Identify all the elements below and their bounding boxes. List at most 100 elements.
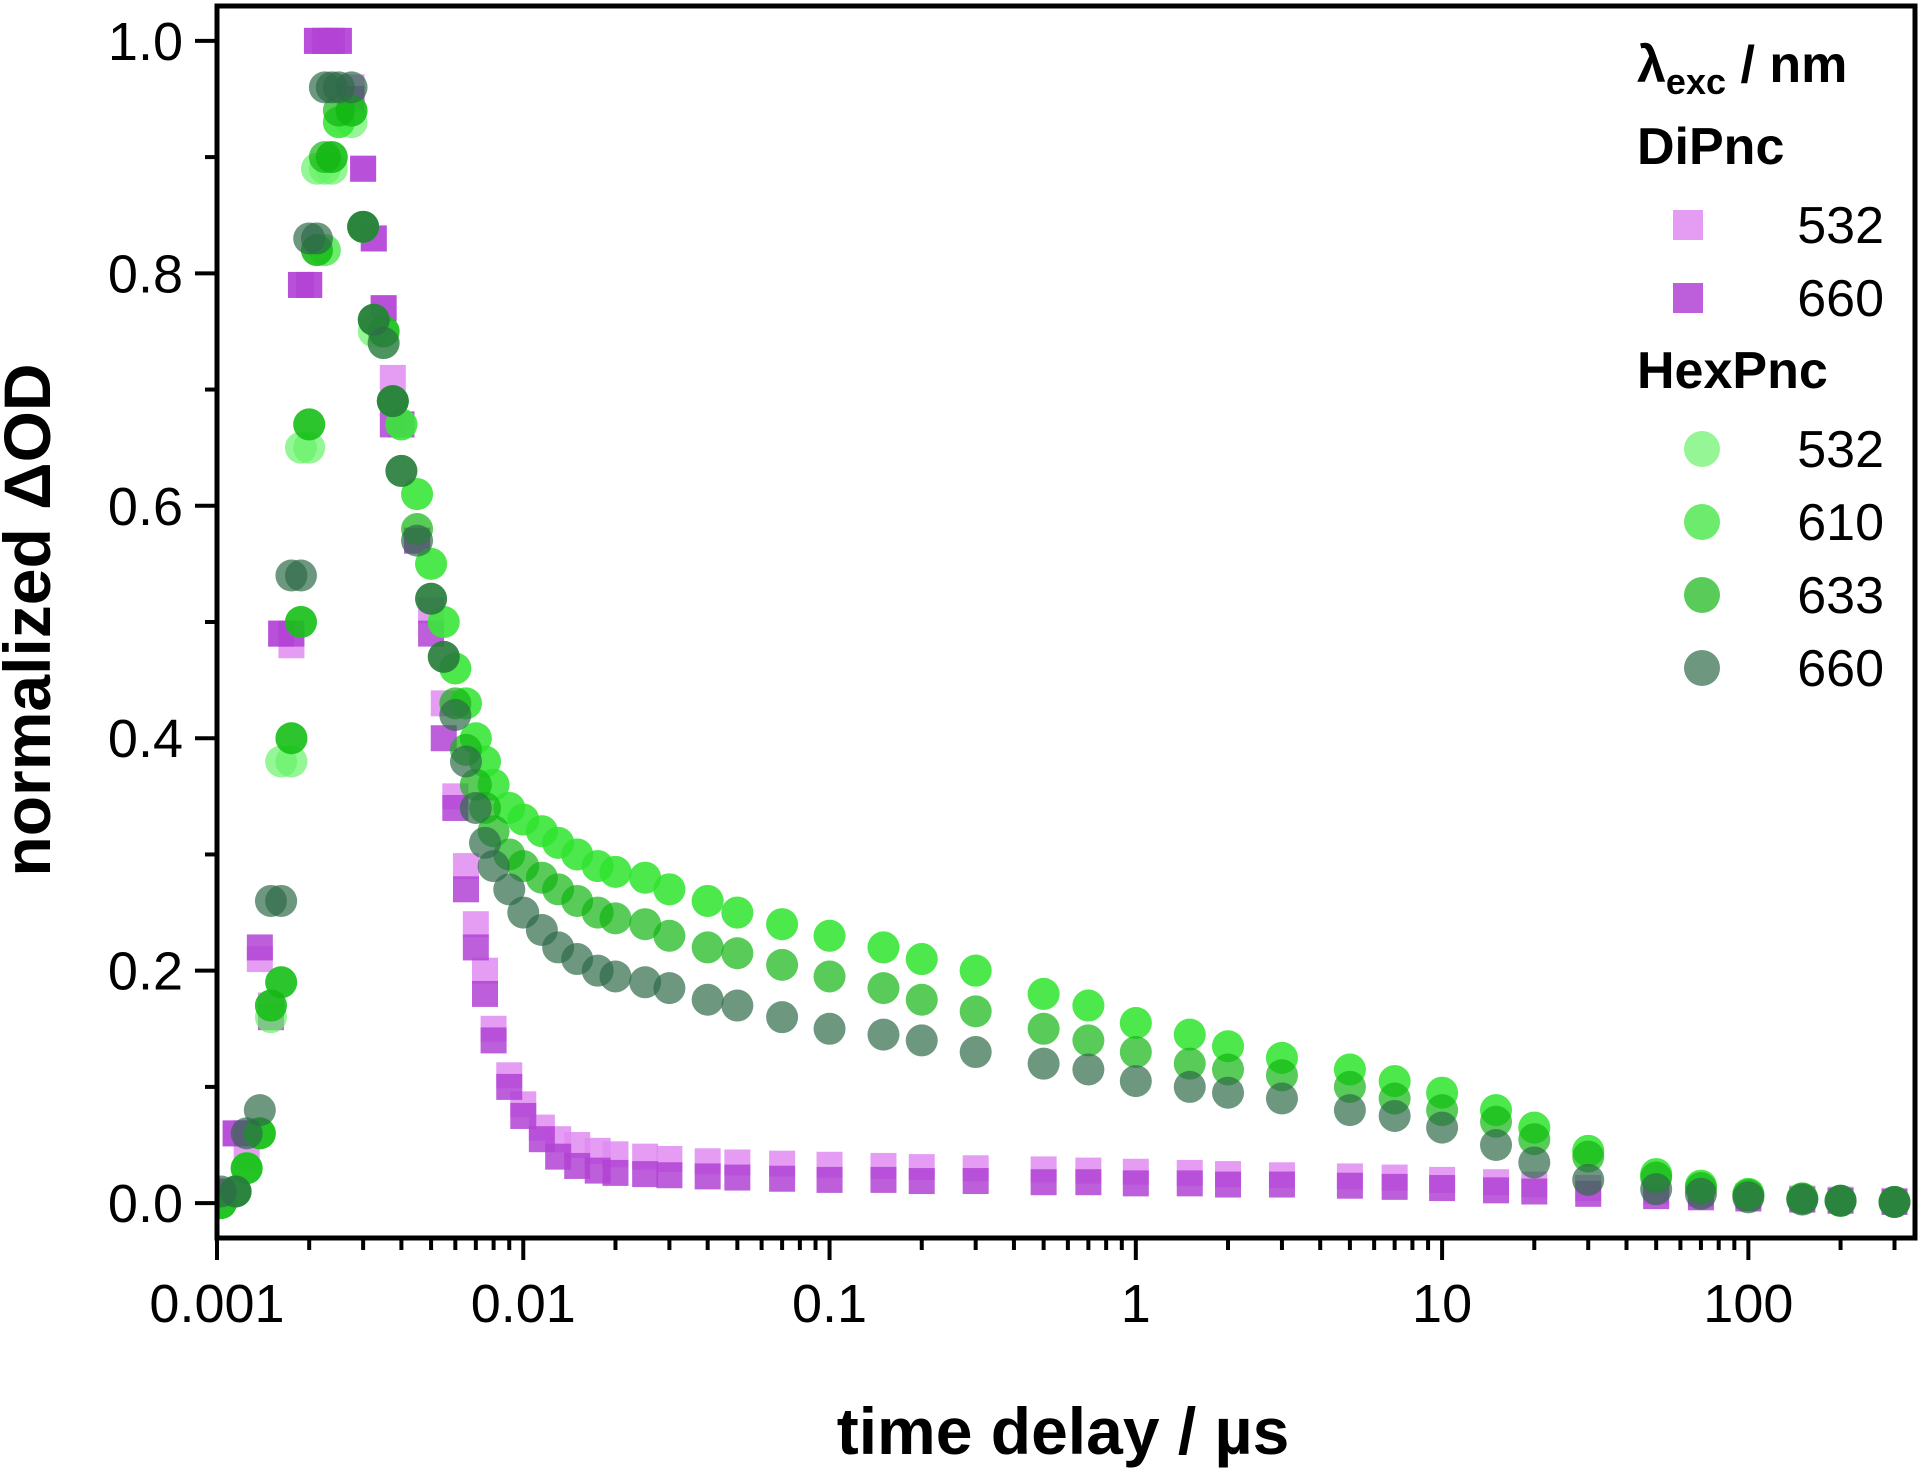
data-point	[1480, 1129, 1513, 1162]
data-point	[1212, 1030, 1245, 1063]
y-tick-label: 0.2	[108, 942, 183, 1002]
data-point	[472, 957, 499, 984]
legend-swatch	[1684, 577, 1720, 613]
data-point	[599, 960, 632, 993]
data-point	[769, 1165, 796, 1192]
data-point	[1122, 1170, 1149, 1197]
series-hexpnc-660	[217, 71, 1911, 1218]
data-point	[401, 478, 434, 511]
data-point	[599, 902, 632, 935]
data-point	[1075, 1169, 1102, 1196]
data-point	[1333, 1094, 1366, 1127]
x-tick-label: 0.1	[792, 1274, 867, 1334]
legend-swatch	[1673, 283, 1703, 313]
series-hexpnc-610	[217, 94, 1911, 1220]
data-point	[1732, 1181, 1765, 1214]
data-point	[230, 1117, 263, 1150]
data-point	[1483, 1177, 1510, 1204]
data-point	[439, 698, 472, 731]
data-point	[510, 1102, 537, 1129]
data-point	[599, 855, 632, 888]
data-point	[427, 640, 460, 673]
data-point	[1336, 1172, 1363, 1199]
data-point	[1212, 1076, 1245, 1109]
data-point	[325, 27, 352, 54]
data-point	[462, 934, 489, 961]
data-point	[1119, 1006, 1152, 1039]
data-point	[1027, 1047, 1060, 1080]
data-point	[959, 954, 992, 987]
legend-label: 532	[1797, 197, 1884, 255]
legend-label: 660	[1797, 270, 1884, 328]
data-point	[415, 582, 448, 615]
data-point	[1786, 1183, 1819, 1216]
data-point	[691, 983, 724, 1016]
legend-label: 660	[1797, 640, 1884, 698]
data-point	[1215, 1171, 1242, 1198]
data-point	[1480, 1105, 1513, 1138]
data-point	[1072, 1053, 1105, 1086]
data-point	[1027, 1012, 1060, 1045]
legend-swatch	[1673, 210, 1703, 240]
data-point	[449, 745, 482, 778]
data-point	[721, 989, 754, 1022]
legend-swatch	[1684, 504, 1720, 540]
data-point	[1684, 1177, 1717, 1210]
data-point	[1212, 1053, 1245, 1086]
data-point	[1381, 1173, 1408, 1200]
data-point	[493, 873, 526, 906]
data-point	[816, 1166, 843, 1193]
data-point	[813, 919, 846, 952]
data-point	[1173, 1047, 1206, 1080]
data-point	[632, 1161, 659, 1188]
data-point	[867, 931, 900, 964]
data-point	[1265, 1082, 1298, 1115]
data-point	[401, 524, 434, 557]
data-point	[691, 931, 724, 964]
data-point	[459, 791, 492, 824]
legend-swatch	[1684, 431, 1720, 467]
data-point	[766, 948, 799, 981]
data-point	[376, 385, 409, 418]
plot-frame	[214, 3, 1918, 1241]
data-point	[653, 919, 686, 952]
data-point	[870, 1166, 897, 1193]
data-point	[496, 1073, 523, 1100]
data-point	[350, 155, 377, 182]
data-point	[691, 884, 724, 917]
x-axis-title: time delay / µs	[837, 1394, 1290, 1468]
data-point	[694, 1163, 721, 1190]
data-point	[1518, 1146, 1551, 1179]
data-point	[265, 884, 298, 917]
data-point	[293, 408, 326, 441]
x-tick-label: 0.01	[471, 1274, 576, 1334]
legend-label: 633	[1797, 567, 1884, 625]
x-tick-label: 100	[1703, 1274, 1793, 1334]
data-point	[275, 745, 308, 778]
data-point	[1824, 1184, 1857, 1217]
y-tick-label: 0.0	[108, 1174, 183, 1234]
data-point	[1429, 1175, 1456, 1202]
data-point	[867, 1018, 900, 1051]
data-point	[219, 1175, 252, 1208]
data-point	[243, 1094, 276, 1127]
data-point	[908, 1168, 935, 1195]
data-point	[629, 966, 662, 999]
data-point	[452, 876, 479, 903]
data-point	[1572, 1163, 1605, 1196]
data-point	[1176, 1170, 1203, 1197]
data-point	[813, 960, 846, 993]
data-point	[1027, 977, 1060, 1010]
data-point	[1268, 1171, 1295, 1198]
data-point	[480, 1027, 507, 1054]
data-point	[1426, 1111, 1459, 1144]
data-point	[347, 210, 380, 243]
data-point	[602, 1159, 629, 1186]
data-point	[653, 972, 686, 1005]
data-point	[721, 896, 754, 929]
data-point	[1173, 1018, 1206, 1051]
data-point	[1521, 1178, 1548, 1205]
data-point	[284, 559, 317, 592]
